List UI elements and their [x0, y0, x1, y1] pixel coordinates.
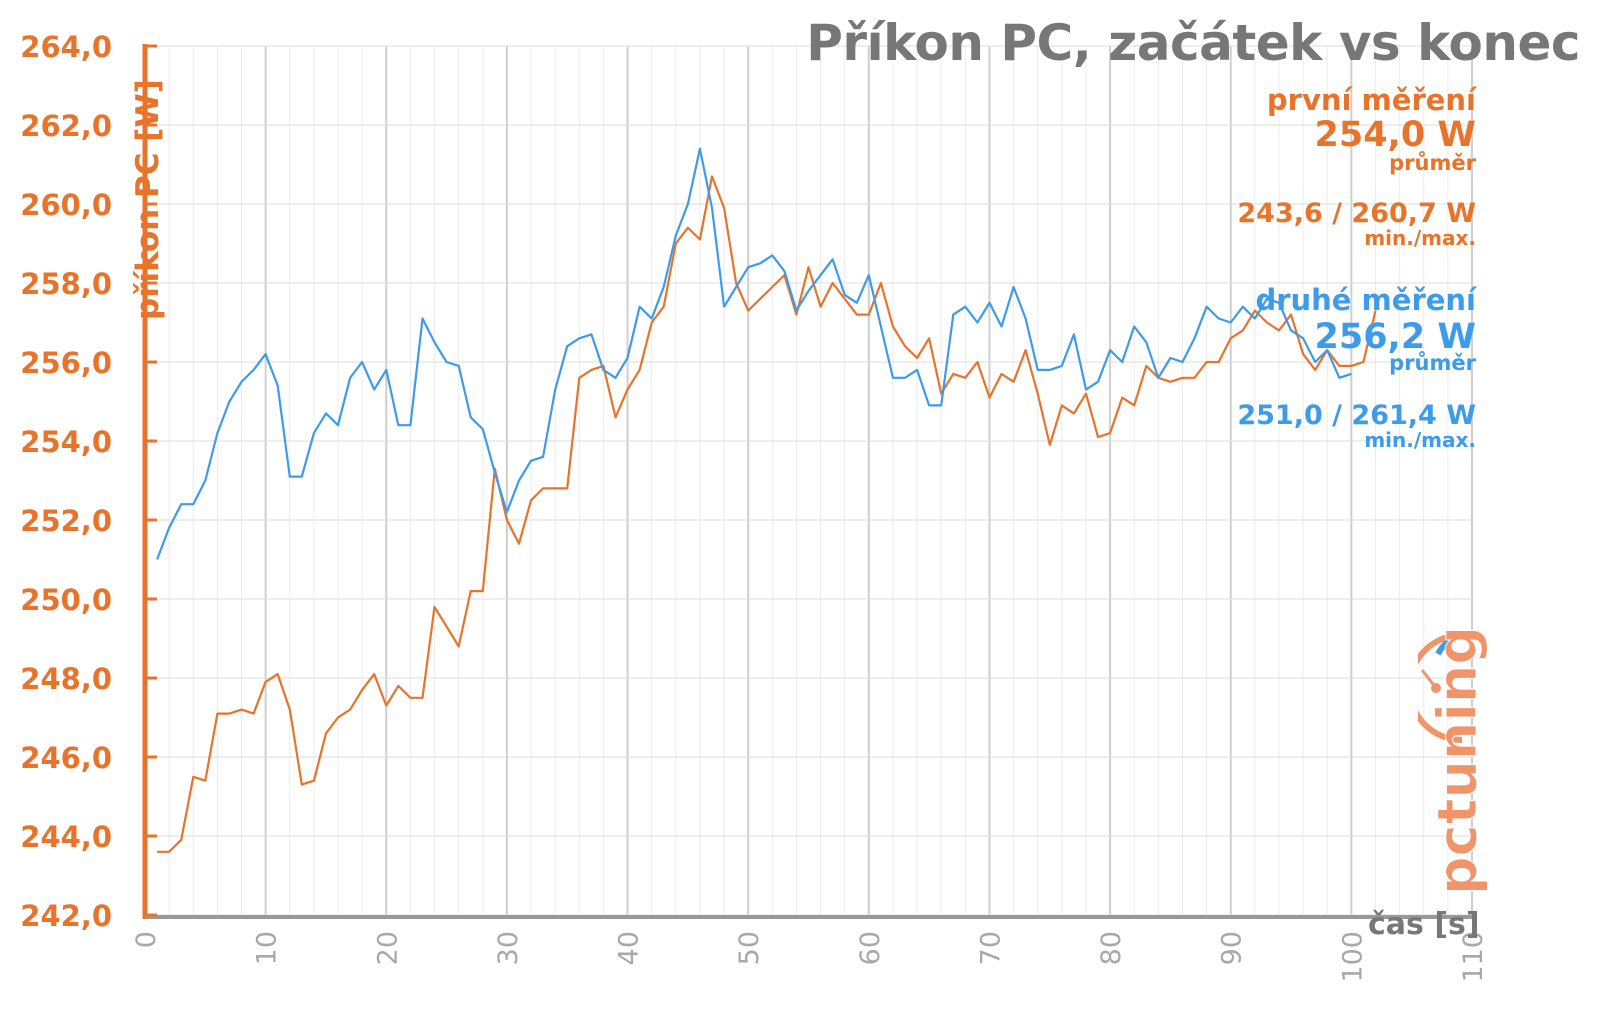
first-average-value: 254,0 W: [1314, 115, 1477, 155]
legend-second-label: druhé měření: [1255, 283, 1476, 317]
x-tick-label: 10: [252, 931, 283, 965]
legend-first-label: první měření: [1266, 83, 1476, 117]
y-tick-label: 242,0: [20, 899, 112, 933]
x-tick-label: 80: [1096, 931, 1127, 965]
y-tick-label: 254,0: [20, 425, 112, 459]
first-minmax-value: 243,6 / 260,7 W: [1237, 198, 1476, 229]
x-tick-label: 50: [734, 931, 765, 965]
series-line-first: [157, 175, 1377, 853]
y-tick-label: 258,0: [20, 267, 112, 301]
x-tick-label: 90: [1217, 931, 1248, 965]
x-tick-label: 0: [131, 931, 162, 948]
logo-wordmark: pctuning: [1426, 626, 1489, 895]
series-line-second: [156, 147, 1352, 560]
x-tick-label: 30: [493, 931, 524, 965]
x-tick-label: 110: [1458, 931, 1489, 983]
y-tick-label: 248,0: [20, 662, 112, 696]
x-axis-label: čas [s]: [1368, 907, 1480, 942]
pctuning-logo: pctuning: [1418, 626, 1490, 896]
y-tick-label: 256,0: [20, 346, 112, 380]
y-tick-label: 250,0: [20, 583, 112, 617]
first-average-caption: průměr: [1389, 151, 1476, 175]
tick-labels: 242,0 244,0 246,0 248,0 250,0 252,0 254,0 256,0…: [20, 30, 1489, 983]
y-tick-label: 264,0: [20, 30, 112, 64]
x-tick-label: 60: [855, 931, 886, 965]
gauge-icon: [1418, 632, 1463, 743]
grid-lines: [144, 45, 1473, 916]
series-lines: [156, 147, 1377, 853]
second-average-caption: průměr: [1389, 351, 1476, 375]
second-minmax-caption: min./max.: [1364, 428, 1476, 452]
y-tick-label: 244,0: [20, 820, 112, 854]
y-tick-label: 262,0: [20, 109, 112, 143]
x-tick-label: 40: [614, 931, 645, 965]
second-minmax-value: 251,0 / 261,4 W: [1237, 400, 1476, 431]
axes: [142, 44, 1472, 919]
x-tick-label: 100: [1337, 931, 1368, 983]
first-minmax-caption: min./max.: [1364, 226, 1476, 250]
chart-title: Příkon PC, začátek vs konec: [806, 14, 1580, 72]
y-tick-label: 260,0: [20, 188, 112, 222]
x-tick-label: 70: [975, 931, 1006, 965]
y-axis-label: příkon PC [W]: [130, 79, 166, 320]
x-tick-label: 20: [372, 931, 403, 965]
second-average-value: 256,2 W: [1314, 317, 1477, 357]
y-tick-label: 252,0: [20, 504, 112, 538]
y-tick-label: 246,0: [20, 741, 112, 775]
